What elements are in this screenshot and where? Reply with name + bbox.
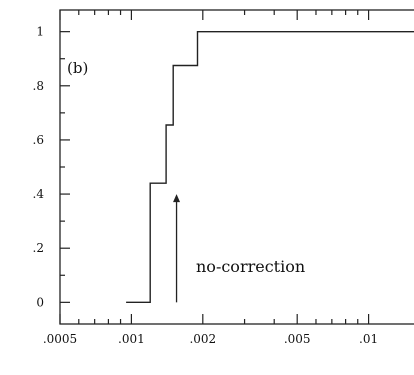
y-tick-label: .2 bbox=[33, 241, 44, 255]
y-tick-label: 0 bbox=[36, 295, 44, 309]
axis-ticks bbox=[59, 10, 370, 324]
x-tick-label: .002 bbox=[189, 332, 216, 346]
x-axis-tick-labels: .0005.001.002.005.01.02 bbox=[43, 332, 378, 346]
panel-label: (b) bbox=[67, 59, 88, 77]
arrow-marker bbox=[173, 194, 181, 303]
arrow-head bbox=[173, 194, 181, 203]
x-tick-label: .005 bbox=[284, 332, 311, 346]
step-series-line bbox=[126, 31, 414, 303]
y-tick-label: .4 bbox=[33, 187, 45, 201]
y-tick-label: .6 bbox=[33, 133, 44, 147]
annotation-no-correction: no-correction bbox=[196, 257, 305, 276]
y-tick-label: 1 bbox=[36, 25, 44, 39]
plot-frame bbox=[59, 9, 414, 325]
y-axis-tick-labels: 0 .2 .4 .6 .8 1 bbox=[33, 25, 45, 310]
x-tick-label: .01 bbox=[359, 332, 378, 346]
y-tick-label: .8 bbox=[33, 79, 44, 93]
x-tick-label: .001 bbox=[118, 332, 145, 346]
x-tick-label: .0005 bbox=[43, 332, 77, 346]
